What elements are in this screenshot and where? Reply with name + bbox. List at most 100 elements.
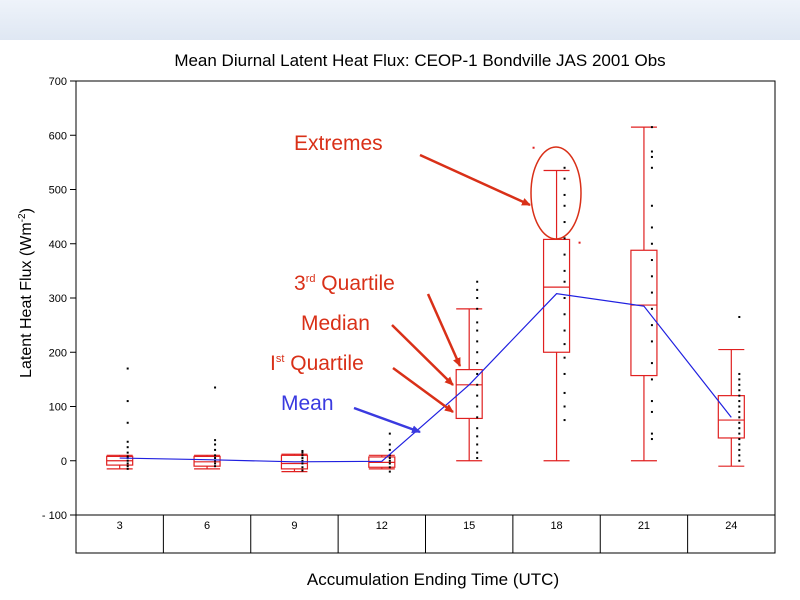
observation-point bbox=[650, 242, 653, 245]
mean-line bbox=[119, 293, 732, 463]
plot-frame bbox=[75, 80, 776, 554]
box-group bbox=[106, 454, 134, 470]
box-group bbox=[280, 453, 309, 473]
observation-point bbox=[650, 362, 653, 365]
observation-point bbox=[738, 448, 741, 451]
observation-point bbox=[476, 288, 479, 291]
y-axis-label-sup: -2 bbox=[17, 213, 28, 222]
box-group bbox=[717, 348, 745, 467]
observation-point bbox=[563, 177, 566, 180]
observation-point bbox=[650, 400, 653, 403]
observation-point bbox=[476, 307, 479, 310]
observation-point bbox=[126, 455, 129, 458]
q3-prefix: 3 bbox=[294, 272, 306, 295]
y-tick-label: - 100 bbox=[42, 510, 67, 522]
observation-point bbox=[476, 394, 479, 397]
observation-point bbox=[650, 226, 653, 229]
observation-point bbox=[388, 443, 391, 446]
observation-point bbox=[738, 405, 741, 408]
observation-point bbox=[476, 297, 479, 299]
observation-point bbox=[476, 383, 479, 386]
annotation-mean: Mean bbox=[281, 392, 334, 415]
observation-point bbox=[388, 470, 391, 473]
observation-point bbox=[563, 391, 566, 394]
annotation-median: Median bbox=[301, 312, 370, 335]
annotation-third-quartile: 3rd Quartile bbox=[294, 272, 395, 295]
observation-point bbox=[563, 166, 566, 169]
box-group bbox=[368, 454, 396, 470]
observation-point bbox=[476, 416, 479, 419]
observation-point bbox=[301, 451, 304, 454]
q3-suffix: Quartile bbox=[315, 272, 394, 295]
observation-point bbox=[388, 454, 391, 457]
observation-point bbox=[476, 280, 479, 283]
observation-point bbox=[126, 465, 129, 468]
y-axis-label-main: Latent Heat Flux (Wm bbox=[18, 222, 35, 378]
observation-point bbox=[738, 410, 741, 413]
observation-point bbox=[476, 457, 479, 460]
observation-point bbox=[214, 457, 217, 460]
box-iqr bbox=[717, 395, 745, 439]
observation-point bbox=[388, 432, 391, 435]
observation-point bbox=[126, 459, 129, 462]
observation-point bbox=[301, 457, 304, 460]
observation-point bbox=[126, 440, 129, 443]
observation-point bbox=[563, 405, 566, 408]
observation-point bbox=[563, 221, 566, 224]
y-axis-label-close: ) bbox=[18, 208, 35, 213]
observation-point bbox=[650, 126, 653, 129]
observation-point bbox=[738, 378, 741, 381]
observation-point bbox=[563, 343, 566, 346]
x-tick-label: 6 bbox=[204, 520, 210, 532]
y-tick-label: 600 bbox=[49, 130, 67, 142]
observation-point bbox=[301, 449, 304, 452]
x-axis-categories: 3 6 9 12 15 18 21 24 bbox=[117, 515, 737, 553]
y-tick-label: 700 bbox=[49, 76, 67, 88]
observation-point bbox=[476, 351, 479, 354]
arrow-mean bbox=[353, 406, 421, 434]
observation-point bbox=[214, 454, 217, 457]
observation-point bbox=[476, 451, 479, 454]
y-tick-label: 400 bbox=[49, 239, 67, 251]
observation-point bbox=[126, 462, 129, 465]
observation-point bbox=[738, 421, 741, 424]
observation-point bbox=[214, 443, 217, 446]
observation-point bbox=[126, 446, 129, 449]
observation-point bbox=[563, 237, 566, 240]
y-tick-label: 300 bbox=[49, 293, 67, 305]
mean-series bbox=[119, 293, 732, 463]
observation-point bbox=[476, 362, 479, 365]
observation-point bbox=[563, 419, 566, 422]
q1-prefix: I bbox=[270, 352, 276, 375]
observation-point bbox=[738, 400, 741, 403]
observation-point bbox=[738, 315, 741, 318]
observation-point bbox=[214, 386, 217, 389]
observation-point bbox=[738, 383, 741, 386]
observation-point bbox=[563, 280, 566, 283]
observation-point bbox=[563, 313, 566, 316]
x-axis-label: Accumulation Ending Time (UTC) bbox=[307, 570, 559, 589]
observation-point bbox=[214, 465, 217, 468]
x-tick-label: 15 bbox=[463, 520, 475, 532]
observation-point bbox=[126, 451, 129, 454]
y-tick-label: 100 bbox=[49, 402, 67, 414]
outlier-point bbox=[578, 241, 581, 244]
observation-point bbox=[650, 324, 653, 327]
observation-point bbox=[650, 432, 653, 435]
chart-title: Mean Diurnal Latent Heat Flux: CEOP-1 Bo… bbox=[174, 51, 665, 70]
observation-point bbox=[650, 438, 653, 441]
observation-point bbox=[301, 454, 304, 457]
observation-point bbox=[738, 459, 741, 462]
observation-point bbox=[476, 427, 479, 430]
observation-point bbox=[738, 438, 741, 441]
observation-point bbox=[738, 394, 741, 397]
observation-point bbox=[650, 378, 653, 381]
observation-point bbox=[388, 459, 391, 462]
box-series bbox=[106, 126, 745, 473]
box-iqr bbox=[630, 249, 658, 377]
observation-point bbox=[476, 329, 479, 332]
observation-point bbox=[476, 405, 479, 408]
observation-point bbox=[301, 459, 304, 462]
observation-point bbox=[650, 291, 653, 294]
